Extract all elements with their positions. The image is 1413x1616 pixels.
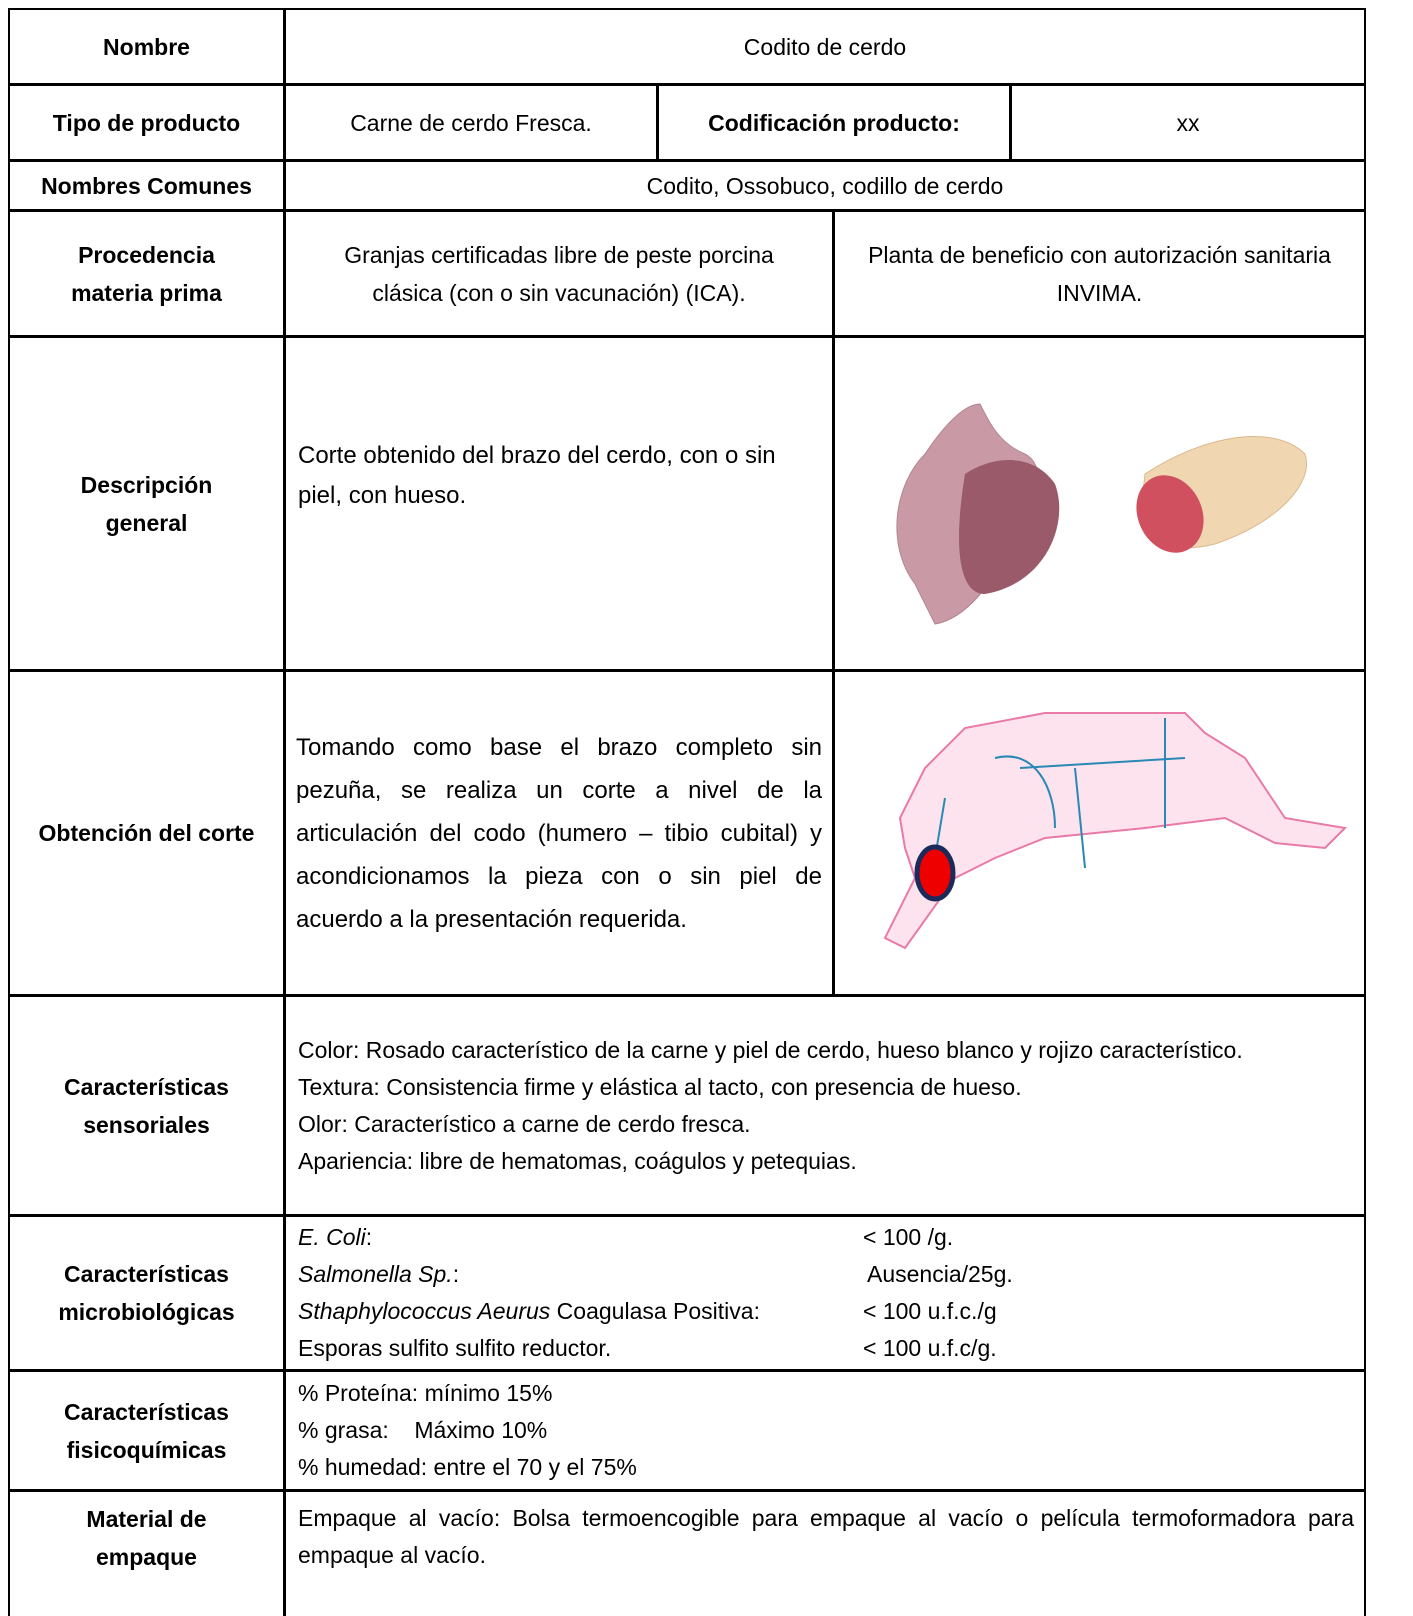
value: Corte obtenido del brazo del cerdo, con …	[284, 336, 834, 671]
label: Codificación producto:	[657, 84, 1011, 161]
lines: Color: Rosado característico de la carne…	[298, 1032, 1354, 1180]
micro-list: E. Coli: < 100 /g. Salmonella Sp.: Ausen…	[298, 1219, 1352, 1367]
value: E. Coli: < 100 /g. Salmonella Sp.: Ausen…	[284, 1215, 1366, 1371]
label: Procedencia materia prima	[8, 210, 285, 337]
organism: E. Coli	[298, 1224, 366, 1250]
label: Nombres Comunes	[8, 160, 285, 211]
item: Salmonella Sp.:	[298, 1256, 863, 1293]
line: Apariencia: libre de hematomas, coágulos…	[298, 1147, 857, 1174]
item: E. Coli:	[298, 1219, 863, 1256]
lines: % Proteína: mínimo 15% % grasa: Máximo 1…	[298, 1375, 1352, 1486]
value: Codito, Ossobuco, codillo de cerdo	[284, 160, 1366, 211]
text: Empaque al vacío: Bolsa termoencogible p…	[298, 1505, 1354, 1568]
suffix: :	[365, 1224, 373, 1250]
value: Planta de beneficio con autorización san…	[833, 210, 1366, 337]
limit: < 100 u.f.c/g.	[863, 1335, 997, 1361]
label: Obtención del corte	[8, 670, 285, 996]
line: % Proteína: mínimo 15%	[298, 1380, 553, 1406]
value: Tomando como base el brazo completo sin …	[284, 670, 834, 996]
limit: < 100 /g.	[863, 1224, 954, 1250]
item: Esporas sulfito sulfito reductor.	[298, 1335, 612, 1361]
line: % humedad: entre el 70 y el 75%	[298, 1454, 637, 1480]
value: Codito de cerdo	[284, 8, 1366, 85]
limit: < 100 u.f.c./g	[863, 1298, 997, 1324]
product-photo	[896, 402, 1307, 625]
organism: Salmonella Sp.	[298, 1261, 453, 1287]
suffix: :	[452, 1261, 460, 1287]
label: Nombre	[8, 8, 285, 85]
value: Carne de cerdo Fresca.	[284, 84, 658, 161]
value: Empaque al vacío: Bolsa termoencogible p…	[284, 1490, 1366, 1616]
label: Descripción general	[8, 336, 285, 671]
value: % Proteína: mínimo 15% % grasa: Máximo 1…	[284, 1370, 1366, 1491]
line: % grasa: Máximo 10%	[298, 1417, 548, 1443]
label: Características microbiológicas	[8, 1215, 285, 1371]
value: Color: Rosado característico de la carne…	[284, 995, 1366, 1216]
line: Olor: Característico a carne de cerdo fr…	[298, 1110, 751, 1137]
label: Características sensoriales	[8, 995, 285, 1216]
label: Tipo de producto	[8, 84, 285, 161]
value: Granjas certificadas libre de peste porc…	[284, 210, 834, 337]
pig-diagram	[883, 712, 1348, 950]
line: Textura: Consistencia firme y elástica a…	[298, 1073, 1022, 1100]
value: xx	[1010, 84, 1366, 161]
image-cell	[833, 670, 1366, 996]
suffix: Coagulasa Positiva:	[550, 1298, 760, 1324]
line: Color: Rosado característico de la carne…	[298, 1036, 1243, 1063]
organism: Sthaphylococcus Aeurus	[298, 1298, 551, 1324]
text: Tomando como base el brazo completo sin …	[296, 733, 822, 933]
image-cell	[833, 336, 1366, 671]
limit: Ausencia/25g.	[867, 1261, 1013, 1287]
item: Sthaphylococcus Aeurus Coagulasa Positiv…	[298, 1293, 863, 1330]
label: Material de empaque	[8, 1490, 285, 1616]
label: Características fisicoquímicas	[8, 1370, 285, 1491]
text: Corte obtenido del brazo del cerdo, con …	[298, 442, 776, 509]
